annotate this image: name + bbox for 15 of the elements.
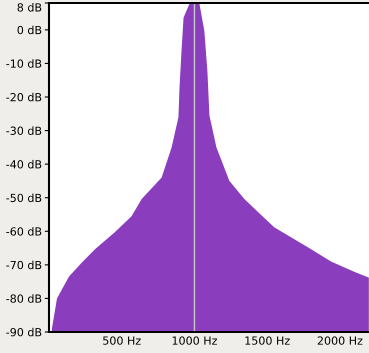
y-tick-label: -70 dB bbox=[6, 260, 42, 270]
x-tick-label: 1000 Hz bbox=[172, 336, 217, 345]
y-tick-label: -90 dB bbox=[6, 328, 42, 336]
y-tick-label: 0 dB bbox=[18, 26, 42, 34]
x-tick-label: 1500 Hz bbox=[245, 336, 290, 345]
x-tick-label: 500 Hz bbox=[103, 336, 141, 345]
y-tick-label: -50 dB bbox=[6, 193, 42, 202]
y-tick-label: -80 dB bbox=[6, 294, 42, 303]
y-tick-label: -10 dB bbox=[6, 59, 42, 68]
y-tick-label: -20 dB bbox=[6, 92, 42, 102]
y-tick-label: -40 dB bbox=[6, 160, 42, 169]
y-tick-label: 8 dB bbox=[18, 3, 42, 12]
y-tick-label: -60 dB bbox=[6, 227, 42, 236]
y-tick-label: -30 dB bbox=[6, 126, 42, 135]
x-tick-label: 2000 Hz bbox=[318, 336, 362, 345]
